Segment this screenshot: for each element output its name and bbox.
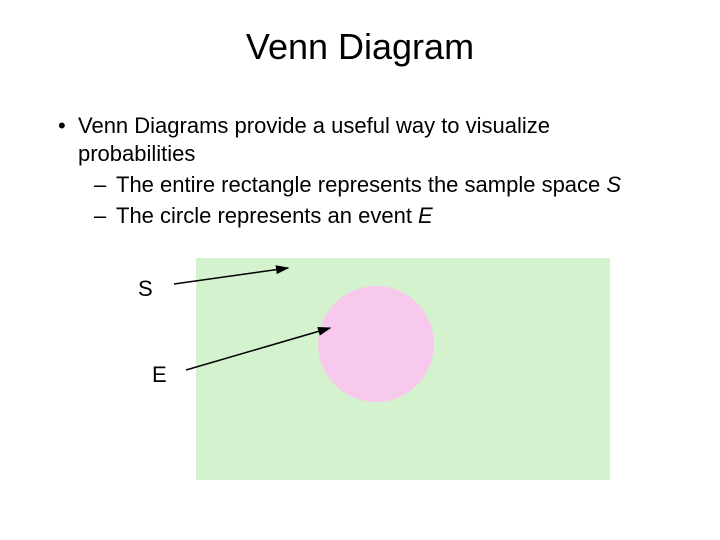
slide: Venn Diagram Venn Diagrams provide a use…: [0, 0, 720, 540]
arrow-e: [0, 0, 720, 540]
